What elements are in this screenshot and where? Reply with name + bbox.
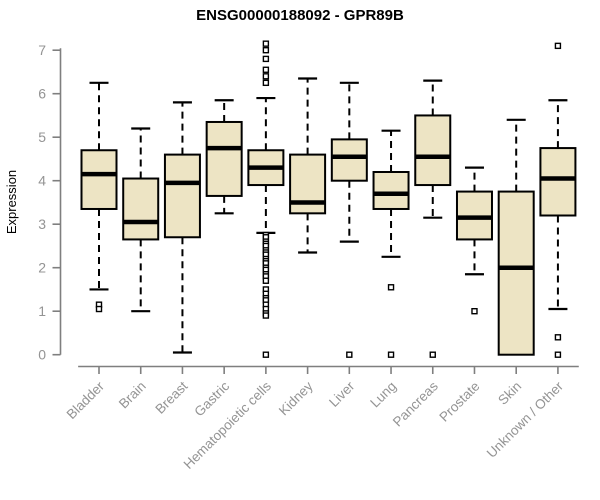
y-axis: 0 1 2 3 4 5 6 7 — [38, 42, 62, 363]
chart-title: ENSG00000188092 - GPR89B — [196, 7, 404, 24]
x-tick-label-skin: Skin — [495, 379, 524, 408]
outlier-point — [429, 351, 436, 358]
iqr-box — [205, 120, 243, 197]
x-tick-label-kidney: Kidney — [276, 378, 316, 418]
iqr-box — [414, 114, 452, 187]
box-kidney — [289, 77, 327, 254]
y-tick-label: 6 — [38, 86, 46, 102]
box-unknown-other — [539, 42, 577, 358]
outlier-point — [262, 47, 270, 54]
x-tick-label-prostate: Prostate — [436, 379, 482, 425]
outlier-point — [262, 277, 270, 284]
outlier-point — [554, 42, 562, 50]
outlier-point — [471, 308, 478, 315]
outlier-point — [262, 312, 270, 319]
iqr-box — [539, 147, 577, 217]
box-lung — [372, 129, 410, 358]
y-tick-label: 0 — [38, 347, 46, 363]
outlier-point — [387, 284, 395, 291]
y-tick-label: 4 — [38, 173, 46, 189]
outlier-point — [554, 334, 562, 341]
x-tick-label-brain: Brain — [116, 379, 149, 412]
outlier-point — [387, 351, 395, 358]
box-brain — [122, 127, 160, 313]
iqr-box — [80, 149, 118, 210]
box-pancreas — [414, 79, 452, 358]
x-tick-label-liver: Liver — [326, 378, 358, 410]
iqr-box — [122, 177, 160, 241]
x-tick-label-pancreas: Pancreas — [390, 378, 441, 429]
y-tick-label: 2 — [38, 260, 46, 276]
x-tick-label-bladder: Bladder — [64, 378, 108, 422]
box-breast — [163, 101, 201, 354]
plot-area: 0 1 2 3 4 5 6 7 Bladder Brain Breast GastricHematop… — [38, 40, 579, 472]
outlier-point — [554, 351, 562, 358]
x-tick-label-unknown-other: Unknown / Other — [484, 378, 567, 461]
outlier-point — [95, 305, 103, 313]
y-tick-label: 5 — [38, 129, 46, 145]
iqr-box — [163, 153, 201, 239]
box-hematopoietic-cells — [247, 40, 285, 358]
y-tick-label: 3 — [38, 216, 46, 232]
iqr-box — [330, 138, 368, 182]
iqr-box — [497, 190, 535, 356]
x-tick-label-breast: Breast — [152, 378, 190, 416]
outlier-point — [262, 66, 270, 73]
y-tick-label: 7 — [38, 42, 46, 58]
x-tick-label-lung: Lung — [367, 379, 399, 411]
box-liver — [330, 81, 368, 358]
y-tick-label: 1 — [38, 303, 46, 319]
outlier-point — [262, 40, 270, 47]
outlier-point — [262, 73, 270, 80]
box-prostate — [455, 166, 493, 315]
outlier-point — [262, 79, 270, 87]
y-axis-title: Expression — [4, 170, 19, 234]
outlier-point — [262, 351, 270, 358]
outlier-point — [346, 351, 353, 358]
box-gastric — [205, 99, 243, 215]
box-skin — [497, 118, 535, 356]
box-bladder — [80, 81, 118, 313]
x-tick-label-gastric: Gastric — [191, 378, 232, 419]
outlier-point — [262, 55, 270, 63]
iqr-box — [372, 171, 410, 210]
